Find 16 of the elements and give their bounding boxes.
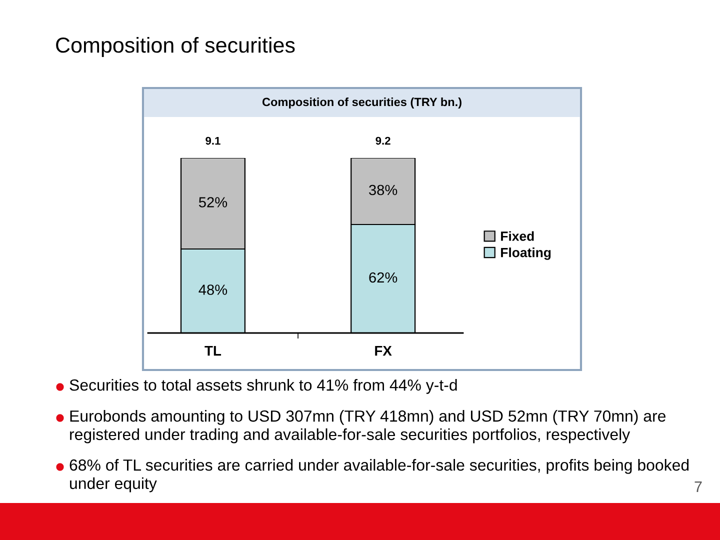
- chart-title: Composition of securities: [56, 36, 295, 58]
- data-label: 48%: [198, 284, 228, 295]
- text: Securities to total assets shrunk to 41% from 44% y-t-d: [70, 379, 457, 394]
- chart-subtitle: Composition of securities (TRY bn.): [262, 98, 462, 109]
- text: Eurobonds amounting to USD 307mn (TRY 418mn) and USD 52mn (TRY 70mn) are registered under trading and available-for-sale securities portfolios, respectively: [70, 410, 666, 444]
- x-tick-label: TL: [204, 346, 222, 356]
- text: 7: [694, 481, 702, 492]
- annotation: 9.1: [206, 136, 220, 145]
- x-tick-label: FX: [375, 346, 392, 356]
- data-label: 38%: [369, 184, 398, 196]
- legend-label: Fixed: [501, 231, 534, 241]
- data-label: 62%: [369, 272, 398, 283]
- data-label: 52%: [198, 197, 228, 208]
- legend-label: Floating: [501, 248, 551, 260]
- annotation: 9.2: [376, 136, 390, 145]
- text: 68% of TL securities are carried under available-for-sale securities, profits being booked under equity: [70, 459, 689, 492]
